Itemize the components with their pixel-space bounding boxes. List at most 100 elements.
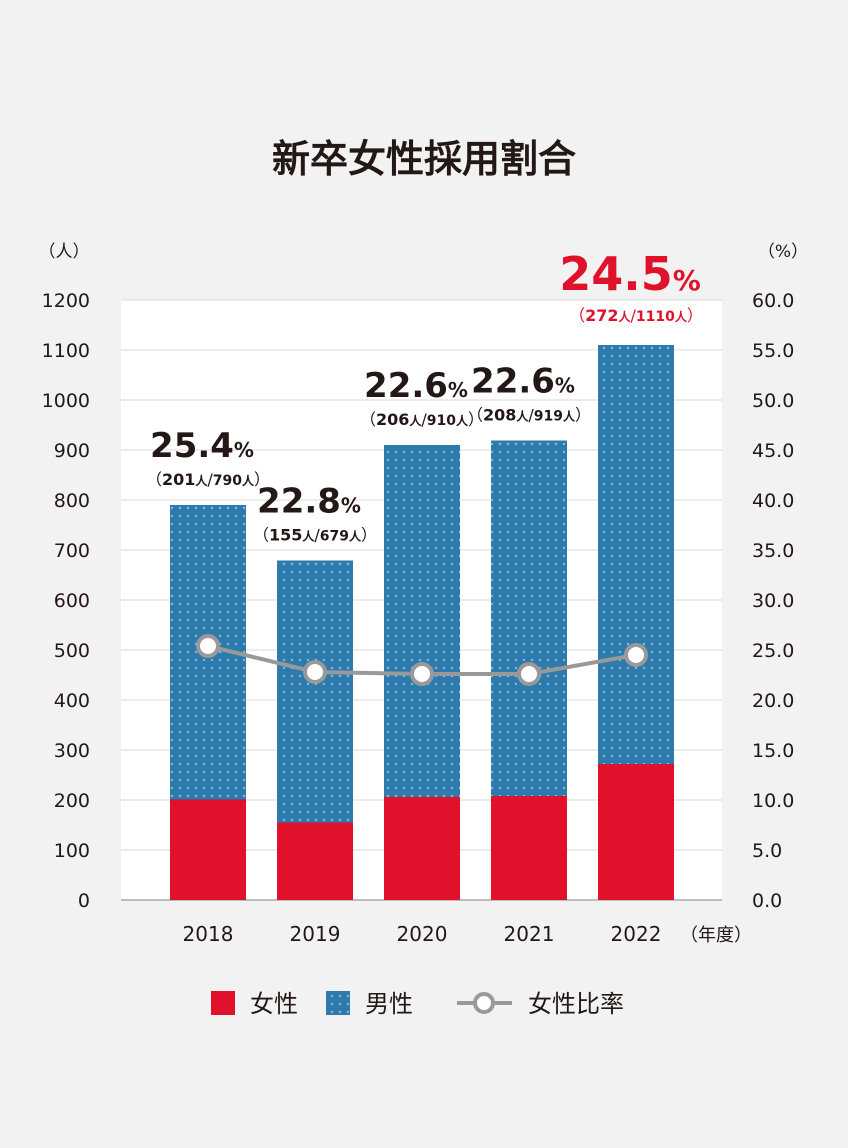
rate-unit: %	[234, 438, 254, 462]
rate-label: 22.6%	[364, 366, 468, 406]
right-tick-label: 40.0	[752, 490, 794, 512]
count-label: （208人/919人）	[467, 406, 591, 425]
bar-male	[491, 440, 567, 796]
right-tick-label: 45.0	[752, 440, 794, 462]
rate-point	[624, 643, 648, 667]
right-tick-label: 20.0	[752, 690, 794, 712]
legend-point	[473, 992, 495, 1014]
right-axis-unit: （%）	[758, 242, 808, 262]
rate-value: 22.6	[364, 366, 448, 406]
legend-swatch-female	[211, 991, 235, 1015]
data-label: 22.8% （155人/679人）	[253, 482, 377, 545]
rate-value: 25.4	[150, 426, 234, 466]
person-unit: 人	[242, 473, 255, 488]
rate-label: 25.4%	[150, 426, 254, 466]
bar-male	[277, 560, 353, 823]
rate-value: 22.8	[257, 482, 341, 522]
rate-unit: %	[555, 374, 575, 398]
right-tick-label: 25.0	[752, 640, 794, 662]
x-tick-label: 2022	[611, 922, 662, 946]
rate-point	[410, 662, 434, 686]
right-tick-label: 0.0	[752, 890, 782, 912]
left-tick-label: 1100	[42, 340, 90, 362]
left-tick-label: 300	[54, 740, 90, 762]
legend: 女性 男性 女性比率	[211, 990, 624, 1018]
rate-unit: %	[673, 264, 701, 297]
x-tick-label: 2021	[504, 922, 555, 946]
person-unit: 人	[456, 413, 469, 428]
total-count: 790	[213, 473, 242, 489]
chart-title: 新卒女性採用割合	[272, 137, 576, 181]
right-tick-label: 35.0	[752, 540, 794, 562]
person-unit: 人	[619, 309, 632, 324]
right-tick-label: 55.0	[752, 340, 794, 362]
count-label: （201人/790人）	[146, 470, 270, 489]
bar-male	[384, 445, 460, 797]
left-tick-label: 100	[54, 840, 90, 862]
female-count: 201	[162, 470, 195, 489]
left-tick-label: 0	[78, 890, 90, 912]
rate-unit: %	[341, 494, 361, 518]
female-count: 272	[585, 306, 618, 325]
person-unit: 人	[302, 529, 315, 544]
left-tick-label: 1200	[42, 290, 90, 312]
left-tick-label: 600	[54, 590, 90, 612]
total-count: 919	[534, 409, 563, 425]
right-tick-label: 60.0	[752, 290, 794, 312]
legend-label-male: 男性	[365, 990, 413, 1018]
bar-female	[170, 799, 246, 900]
total-count: 1110	[636, 309, 675, 325]
legend-swatch-male	[326, 991, 350, 1015]
female-count: 208	[483, 406, 516, 425]
rate-label: 24.5%	[559, 247, 701, 301]
right-tick-label: 5.0	[752, 840, 782, 862]
bar-male	[598, 345, 674, 764]
rate-unit: %	[448, 378, 468, 402]
bar-female	[277, 822, 353, 900]
data-label: 22.6% （208人/919人）	[467, 362, 591, 425]
left-axis-unit: （人）	[39, 242, 90, 262]
rate-point	[196, 634, 220, 658]
bar-female	[598, 764, 674, 900]
rate-value: 22.6	[471, 362, 555, 402]
right-tick-label: 30.0	[752, 590, 794, 612]
rate-point	[303, 660, 327, 684]
bar-female	[491, 796, 567, 900]
left-tick-label: 500	[54, 640, 90, 662]
count-label: （272人/1110人）	[569, 306, 703, 325]
total-count: 910	[427, 413, 456, 429]
person-unit: 人	[563, 409, 576, 424]
person-unit: 人	[675, 309, 688, 324]
rate-point	[517, 662, 541, 686]
person-unit: 人	[195, 473, 208, 488]
count-label: （206人/910人）	[360, 410, 484, 429]
data-label: 25.4% （201人/790人）	[146, 426, 270, 489]
right-tick-label: 10.0	[752, 790, 794, 812]
left-tick-label: 1000	[42, 390, 90, 412]
left-tick-label: 700	[54, 540, 90, 562]
x-tick-label: 2020	[397, 922, 448, 946]
bar-female	[384, 797, 460, 900]
rate-label: 22.6%	[471, 362, 575, 402]
female-count: 206	[376, 410, 409, 429]
legend-label-rate: 女性比率	[528, 990, 624, 1018]
person-unit: 人	[409, 413, 422, 428]
left-tick-label: 200	[54, 790, 90, 812]
left-tick-label: 400	[54, 690, 90, 712]
x-axis-unit: （年度）	[680, 925, 752, 946]
right-tick-label: 15.0	[752, 740, 794, 762]
right-tick-label: 50.0	[752, 390, 794, 412]
female-count: 155	[269, 526, 302, 545]
total-count: 679	[320, 529, 349, 545]
data-label: 22.6% （206人/910人）	[360, 366, 484, 429]
person-unit: 人	[349, 529, 362, 544]
person-unit: 人	[516, 409, 529, 424]
x-tick-label: 2018	[183, 922, 234, 946]
data-label: 24.5% （272人/1110人）	[559, 247, 703, 325]
left-tick-label: 800	[54, 490, 90, 512]
rate-value: 24.5	[559, 247, 673, 301]
legend-label-female: 女性	[250, 990, 298, 1018]
x-tick-label: 2019	[290, 922, 341, 946]
